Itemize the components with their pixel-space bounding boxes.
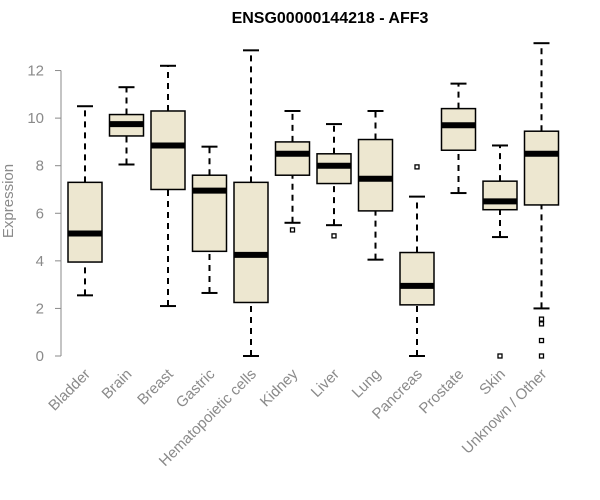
y-tick-label: 4 — [36, 253, 44, 270]
outlier-point — [538, 353, 545, 359]
x-tick-label: Lung — [349, 366, 385, 402]
box-iqr — [440, 107, 477, 151]
chart-title: ENSG00000144218 - AFF3 — [232, 10, 429, 27]
y-tick-label: 6 — [36, 205, 44, 222]
box-unknown-other — [523, 42, 560, 359]
y-tick-label: 10 — [27, 110, 44, 127]
y-tick-label: 12 — [27, 63, 44, 80]
outlier-point — [414, 164, 420, 170]
box-iqr — [357, 138, 394, 212]
box-iqr — [191, 174, 228, 253]
outlier-point — [538, 316, 545, 322]
box-prostate — [440, 82, 477, 195]
box-iqr — [67, 181, 103, 263]
x-tick-label: Liver — [308, 366, 343, 401]
y-tick-label: 8 — [36, 158, 44, 175]
box-bladder — [67, 105, 103, 297]
x-tick-label: Bladder — [45, 366, 94, 415]
box-iqr — [399, 251, 435, 306]
outlier-point — [289, 227, 296, 233]
box-iqr — [482, 180, 518, 211]
y-tick-label: 0 — [36, 348, 44, 365]
box-iqr — [150, 110, 186, 191]
x-tick-label: Prostate — [416, 366, 468, 418]
outlier-point — [538, 321, 545, 327]
box-iqr — [523, 130, 560, 206]
y-axis: 0 2 4 6 8 10 12 — [27, 63, 62, 365]
box-liver — [316, 123, 352, 239]
box-skin — [482, 144, 518, 359]
box-kidney — [274, 109, 311, 233]
box-iqr — [274, 141, 311, 176]
y-axis-label: Expression — [0, 164, 17, 238]
box-pancreas — [399, 164, 435, 357]
x-tick-label: Breast — [134, 365, 177, 408]
x-tick-label: Skin — [476, 366, 509, 399]
x-tick-label: Kidney — [257, 365, 302, 410]
box-breast — [150, 64, 186, 308]
boxes-group — [67, 42, 560, 359]
y-tick-label: 2 — [36, 300, 44, 317]
outlier-point — [538, 337, 545, 344]
outlier-point — [497, 353, 503, 359]
box-hematopoietic-cells — [233, 49, 269, 357]
box-brain — [108, 86, 145, 166]
outlier-point — [331, 233, 337, 239]
box-iqr — [233, 181, 269, 304]
box-lung — [357, 109, 394, 261]
x-tick-label: Brain — [99, 366, 136, 403]
box-gastric — [191, 145, 228, 294]
